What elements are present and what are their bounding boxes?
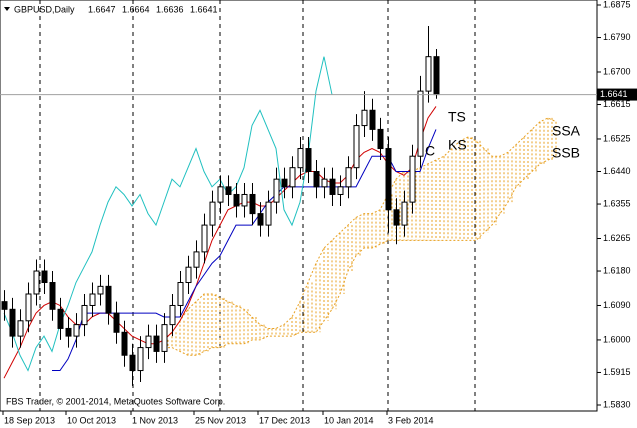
candle-body: [265, 201, 272, 226]
ssa-line: [163, 117, 557, 341]
candle-body: [121, 331, 128, 356]
candle-body: [17, 320, 24, 337]
candle-body: [177, 282, 184, 306]
candle-body: [169, 304, 176, 326]
candle-body: [321, 178, 328, 188]
ssa-label: SSA: [552, 123, 581, 139]
candle-body: [281, 178, 288, 188]
candle-body: [97, 285, 104, 295]
y-tick-label: 1.6355: [603, 198, 631, 208]
candle-body: [241, 193, 248, 207]
y-tick-label: 1.5830: [603, 399, 631, 409]
candle-body: [313, 171, 320, 188]
y-tick-label: 1.6090: [603, 300, 631, 310]
candle-body: [161, 324, 168, 352]
candle-body: [217, 186, 224, 203]
indicator-line: [3, 56, 333, 372]
candle-body: [409, 155, 416, 203]
candles: [1, 26, 440, 386]
x-tick-label: 1 Nov 2013: [132, 415, 178, 425]
symbol: GBPUSD,Daily: [14, 4, 75, 14]
footer: FBS Trader, © 2001-2014, MetaQuotes Soft…: [6, 396, 225, 406]
candle-body: [417, 90, 424, 157]
price-axis: 1.6875 1.6790 1.6700 1.6615 1.6525 1.6440 1.63…: [597, 0, 631, 409]
y-tick-label: 1.6000: [603, 334, 631, 344]
candle-body: [1, 301, 8, 310]
header: GBPUSD,Daily: [4, 4, 75, 14]
candle-body: [361, 109, 368, 127]
x-tick-label: 18 Sep 2013: [4, 415, 55, 425]
candle-body: [81, 304, 88, 326]
ssb-label: SSB: [552, 145, 580, 161]
candle-body: [297, 148, 304, 169]
header-value: 1.6641: [190, 4, 218, 14]
candle-body: [273, 178, 280, 203]
candle-body: [289, 167, 296, 188]
candle-body: [193, 251, 200, 268]
x-tick-label: 25 Nov 2013: [195, 415, 246, 425]
x-tick-label: 3 Feb 2014: [388, 415, 434, 425]
ichimoku-cloud: [163, 117, 557, 356]
y-tick-label: 1.6700: [603, 66, 631, 76]
candle-body: [73, 324, 80, 337]
x-tick-label: 17 Dec 2013: [259, 415, 310, 425]
candle-body: [377, 128, 384, 150]
candle-body: [337, 186, 344, 195]
x-tick-label: 10 Jan 2014: [324, 415, 374, 425]
candle-body: [57, 308, 64, 329]
ts-label: TS: [448, 109, 466, 125]
candle-body: [153, 335, 160, 352]
y-tick-label: 1.6790: [603, 32, 631, 42]
candle-body: [249, 193, 256, 215]
candle-body: [233, 193, 240, 207]
candle-body: [425, 56, 432, 92]
candle-body: [329, 178, 336, 195]
candle-body: [201, 224, 208, 253]
candle-body: [209, 201, 216, 226]
candle-body: [41, 270, 48, 284]
candle-body: [385, 148, 392, 211]
candle-body: [353, 125, 360, 169]
x-axis: 18 Sep 2013 10 Oct 2013 1 Nov 2013 25 Nov 2…: [2, 411, 434, 425]
candle-body: [9, 308, 16, 337]
candle-body: [433, 56, 440, 96]
candle-body: [225, 186, 232, 195]
candle-body: [113, 312, 120, 333]
y-tick-label: 1.6180: [603, 265, 631, 275]
candle-body: [369, 109, 376, 130]
candle-body: [89, 293, 96, 306]
x-tick-label: 10 Oct 2013: [67, 415, 116, 425]
y-tick-label: 1.5915: [603, 367, 631, 377]
candle-body: [137, 347, 144, 372]
candle-body: [25, 293, 32, 322]
candle-body: [129, 354, 136, 372]
ssb-line: [164, 155, 557, 356]
candle-body: [105, 285, 112, 314]
c-label: C: [425, 143, 435, 159]
candle-body: [49, 282, 56, 310]
candle-body: [145, 335, 152, 349]
candle-body: [345, 167, 352, 188]
candle-body: [33, 270, 40, 295]
candle-body: [393, 209, 400, 226]
current-price-box: [597, 88, 637, 101]
candle-body: [65, 327, 72, 337]
y-tick-label: 1.6265: [603, 233, 631, 243]
y-tick-label: 1.6525: [603, 133, 631, 143]
ks-label: KS: [448, 137, 467, 153]
header-value: 1.6636: [156, 4, 184, 14]
header-value: 1.6664: [122, 4, 150, 14]
menu-arrow: [4, 7, 10, 11]
y-tick-label: 1.6875: [603, 0, 631, 9]
candle-body: [305, 148, 312, 173]
candle-body: [257, 213, 264, 226]
candle-body: [185, 266, 192, 284]
y-tick-label: 1.6440: [603, 166, 631, 176]
current-price-label: 1.6641: [600, 89, 628, 99]
candle-body: [401, 201, 408, 226]
y-tick-label: 1.6615: [603, 99, 631, 109]
header-value: 1.6647: [88, 4, 116, 14]
